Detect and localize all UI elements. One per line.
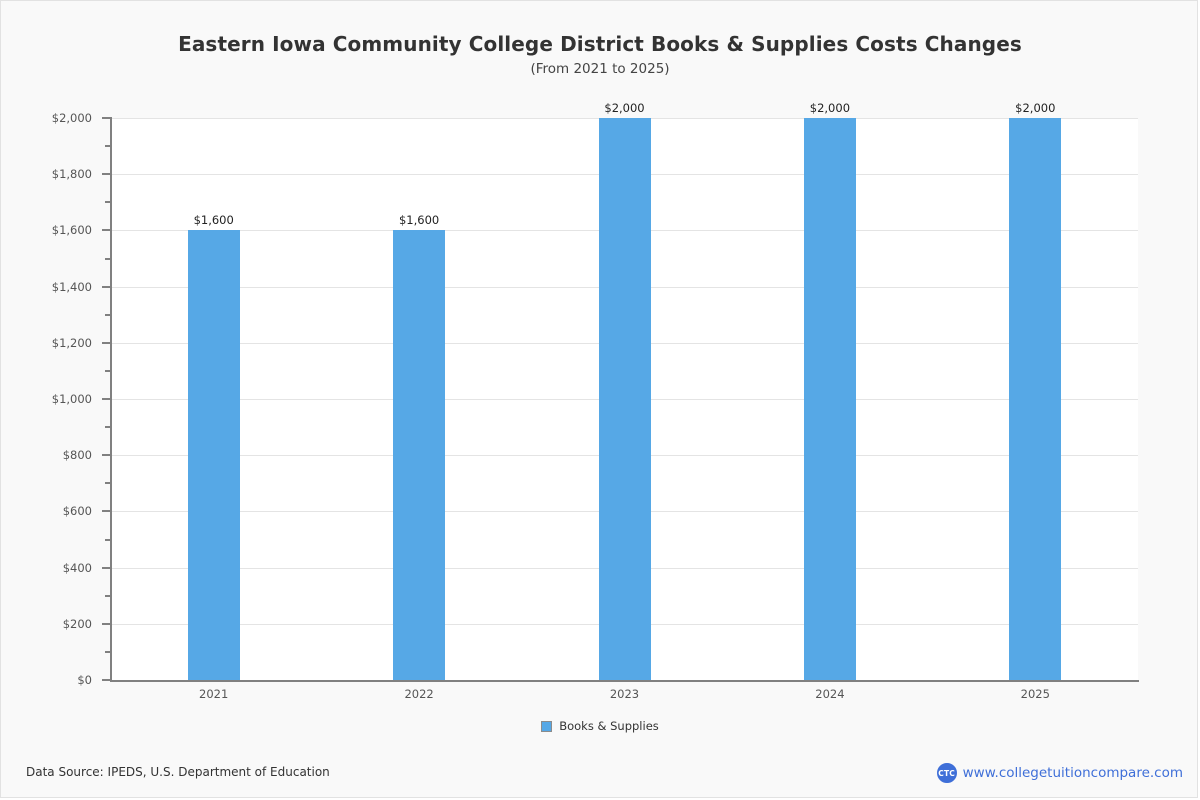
brand-url-label: www.collegetuitioncompare.com [962, 765, 1183, 781]
bar-value-label: $1,600 [193, 213, 234, 228]
y-axis-tick-minor [105, 426, 111, 429]
x-axis-label: 2023 [609, 687, 640, 701]
y-axis-tick-minor [105, 594, 111, 597]
y-axis-label: $1,400 [51, 279, 92, 294]
y-axis-label: $1,000 [51, 392, 92, 406]
y-axis-label: $1,200 [51, 335, 92, 350]
y-axis-tick-major [102, 454, 111, 457]
y-axis-line [110, 117, 112, 681]
chart-header: Eastern Iowa Community College District … [1, 31, 1199, 79]
x-axis-label: 2025 [1020, 687, 1050, 701]
y-axis-tick-major [102, 679, 111, 681]
bar-value-label: $2,000 [604, 101, 645, 115]
x-axis-label: 2022 [404, 687, 434, 701]
y-axis-tick-minor [105, 313, 111, 316]
y-axis-label: $600 [62, 504, 92, 519]
y-axis-label: $1,600 [51, 223, 92, 238]
bar[interactable] [187, 230, 240, 680]
y-axis-tick-major [102, 285, 111, 288]
bar[interactable] [598, 118, 651, 680]
chart-legend: Books & Supplies [1, 719, 1199, 733]
x-axis-line [110, 680, 1139, 682]
y-axis-label: $2,000 [51, 111, 92, 125]
y-axis-tick-major [102, 622, 111, 625]
x-axis-label: 2021 [199, 687, 229, 701]
bar-value-label: $1,600 [398, 213, 440, 228]
y-axis-tick-major [102, 229, 111, 232]
plot-area [111, 118, 1138, 681]
bar-value-label: $2,000 [809, 101, 851, 115]
brand-link[interactable]: CTC www.collegetuitioncompare.com [936, 763, 1183, 783]
y-axis-label: $1,800 [51, 167, 92, 182]
chart-title: Eastern Iowa Community College District … [178, 32, 1022, 56]
y-axis-label: $200 [62, 616, 92, 631]
y-axis-tick-minor [105, 538, 111, 541]
y-axis-label: $0 [77, 673, 92, 687]
y-axis-label: $800 [62, 448, 92, 463]
bar[interactable] [393, 230, 446, 680]
y-axis-tick-major [102, 117, 111, 119]
y-axis-tick-major [102, 566, 111, 569]
y-axis-tick-minor [105, 257, 111, 260]
chart-subtitle: (From 2021 to 2025) [530, 61, 670, 77]
y-axis-tick-minor [105, 145, 111, 148]
y-axis-tick-minor [105, 201, 111, 204]
data-source-note: Data Source: IPEDS, U.S. Department of E… [26, 765, 330, 779]
y-axis-tick-minor [105, 650, 111, 653]
y-axis-tick-major [102, 341, 111, 344]
bar-value-label: $2,000 [1015, 101, 1056, 115]
legend-label-books-supplies: Books & Supplies [559, 719, 659, 733]
bar[interactable] [1009, 118, 1062, 680]
y-axis-tick-minor [105, 482, 111, 485]
ctc-logo-icon: CTC [936, 763, 957, 783]
y-axis-tick-major [102, 510, 111, 513]
legend-swatch-books-supplies [541, 720, 553, 732]
y-axis-tick-major [102, 398, 111, 400]
y-axis-tick-minor [105, 369, 111, 372]
x-axis-label: 2024 [815, 687, 845, 701]
y-axis-tick-major [102, 173, 111, 176]
bar[interactable] [803, 118, 856, 680]
y-axis-label: $400 [62, 560, 92, 575]
